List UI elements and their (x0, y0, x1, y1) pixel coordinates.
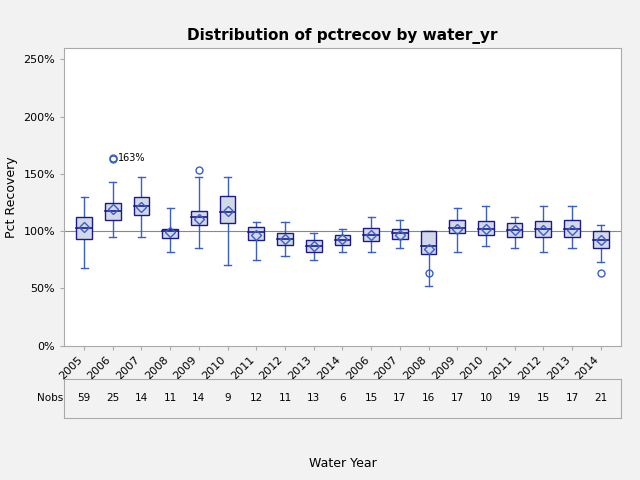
Text: Nobs: Nobs (37, 394, 63, 403)
Text: 19: 19 (508, 394, 521, 403)
Text: 163%: 163% (118, 154, 145, 164)
FancyBboxPatch shape (277, 233, 293, 245)
Text: 15: 15 (537, 394, 550, 403)
FancyBboxPatch shape (449, 220, 465, 233)
Text: 15: 15 (364, 394, 378, 403)
FancyBboxPatch shape (248, 227, 264, 240)
FancyBboxPatch shape (564, 220, 580, 237)
Text: 13: 13 (307, 394, 321, 403)
Y-axis label: Pct Recovery: Pct Recovery (4, 156, 18, 238)
FancyBboxPatch shape (364, 228, 379, 241)
Text: 25: 25 (106, 394, 120, 403)
Title: Distribution of pctrecov by water_yr: Distribution of pctrecov by water_yr (187, 28, 498, 44)
Text: 11: 11 (164, 394, 177, 403)
Text: 16: 16 (422, 394, 435, 403)
Text: 17: 17 (451, 394, 464, 403)
FancyBboxPatch shape (163, 229, 178, 238)
Text: 14: 14 (135, 394, 148, 403)
FancyBboxPatch shape (134, 197, 149, 215)
Text: 10: 10 (479, 394, 492, 403)
Text: 21: 21 (594, 394, 607, 403)
FancyBboxPatch shape (507, 223, 522, 237)
FancyBboxPatch shape (536, 221, 551, 237)
FancyBboxPatch shape (306, 240, 321, 252)
FancyBboxPatch shape (335, 235, 350, 245)
Text: 17: 17 (393, 394, 406, 403)
FancyBboxPatch shape (105, 203, 121, 220)
Text: 14: 14 (192, 394, 205, 403)
Text: 59: 59 (77, 394, 91, 403)
FancyBboxPatch shape (76, 217, 92, 239)
Text: 11: 11 (278, 394, 292, 403)
Text: Water Year: Water Year (308, 457, 376, 470)
Text: 17: 17 (565, 394, 579, 403)
Text: 9: 9 (224, 394, 231, 403)
FancyBboxPatch shape (420, 231, 436, 254)
FancyBboxPatch shape (220, 196, 236, 223)
FancyBboxPatch shape (478, 221, 494, 235)
FancyBboxPatch shape (191, 211, 207, 226)
FancyBboxPatch shape (593, 231, 609, 248)
Text: 12: 12 (250, 394, 263, 403)
FancyBboxPatch shape (392, 229, 408, 239)
Text: 6: 6 (339, 394, 346, 403)
